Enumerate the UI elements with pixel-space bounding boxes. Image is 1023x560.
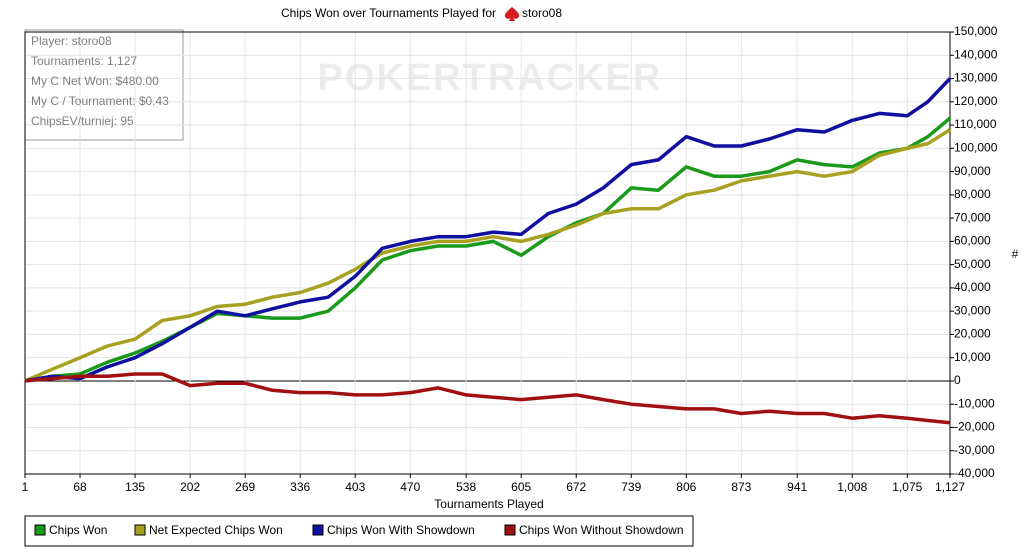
x-tick-label: 672 — [566, 480, 586, 494]
y-tick-label: 90,000 — [954, 164, 991, 178]
x-tick-label: 1,127 — [935, 480, 965, 494]
y-tick-label: -30,000 — [954, 443, 995, 457]
x-tick-label: 1,008 — [837, 480, 867, 494]
x-tick-label: 941 — [787, 480, 807, 494]
x-tick-label: 1,075 — [892, 480, 922, 494]
y-tick-label: 140,000 — [954, 47, 998, 61]
x-tick-label: 470 — [400, 480, 420, 494]
x-tick-label: 135 — [125, 480, 145, 494]
x-tick-label: 873 — [731, 480, 751, 494]
y-tick-label: -40,000 — [954, 466, 995, 480]
legend-swatch — [312, 524, 324, 536]
y-tick-label: -20,000 — [954, 420, 995, 434]
y-tick-label: 130,000 — [954, 71, 998, 85]
series-line — [24, 372, 951, 425]
x-tick-label: 269 — [235, 480, 255, 494]
info-line: My C Net Won: $480.00 — [31, 74, 159, 88]
y-tick-label: 30,000 — [954, 303, 991, 317]
y-tick-label: 0 — [954, 373, 961, 387]
series-line — [24, 77, 952, 383]
info-line: ChipsEV/turniej: 95 — [31, 114, 134, 128]
x-tick-label: 806 — [676, 480, 696, 494]
legend-swatch — [34, 524, 46, 536]
info-line: Player: storo08 — [31, 34, 112, 48]
legend-label: Chips Won Without Showdown — [519, 523, 684, 537]
y-tick-label: 10,000 — [954, 350, 991, 364]
y-tick-label: 110,000 — [954, 117, 997, 131]
x-tick-label: 202 — [180, 480, 200, 494]
spade-icon — [504, 7, 520, 21]
x-axis-label: Tournaments Played — [434, 497, 543, 511]
x-tick-label: 739 — [621, 480, 641, 494]
x-tick-label: 336 — [290, 480, 310, 494]
info-line: Tournaments: 1,127 — [31, 54, 137, 68]
legend-label: Net Expected Chips Won — [149, 523, 283, 537]
series-line — [24, 128, 951, 383]
y-tick-label: -10,000 — [954, 396, 995, 410]
y-tick-label: 80,000 — [954, 187, 991, 201]
info-box — [24, 29, 184, 141]
y-tick-label: 100,000 — [954, 140, 998, 154]
y-tick-label: 20,000 — [954, 327, 991, 341]
legend-label: Chips Won — [49, 523, 107, 537]
x-tick-label: 605 — [511, 480, 531, 494]
y-tick-label: 120,000 — [954, 94, 998, 108]
y-tick-label: 70,000 — [954, 210, 991, 224]
y-tick-label: 40,000 — [954, 280, 991, 294]
legend-swatch — [134, 524, 146, 536]
info-line: My C / Tournament: $0.43 — [31, 94, 169, 108]
x-tick-label: 68 — [73, 480, 87, 494]
x-tick-label: 403 — [345, 480, 365, 494]
legend-label: Chips Won With Showdown — [327, 523, 475, 537]
x-tick-label: 1 — [22, 480, 29, 494]
y-tick-label: 50,000 — [954, 257, 991, 271]
chart-title-player: storo08 — [522, 6, 562, 20]
x-tick-label: 538 — [456, 480, 476, 494]
y-axis-label: # — [1012, 247, 1019, 261]
legend-swatch — [504, 524, 516, 536]
y-tick-label: 60,000 — [954, 234, 991, 248]
plot-frame — [24, 31, 951, 475]
y-tick-label: 150,000 — [954, 24, 998, 38]
chart-title: Chips Won over Tournaments Played for — [281, 6, 496, 20]
